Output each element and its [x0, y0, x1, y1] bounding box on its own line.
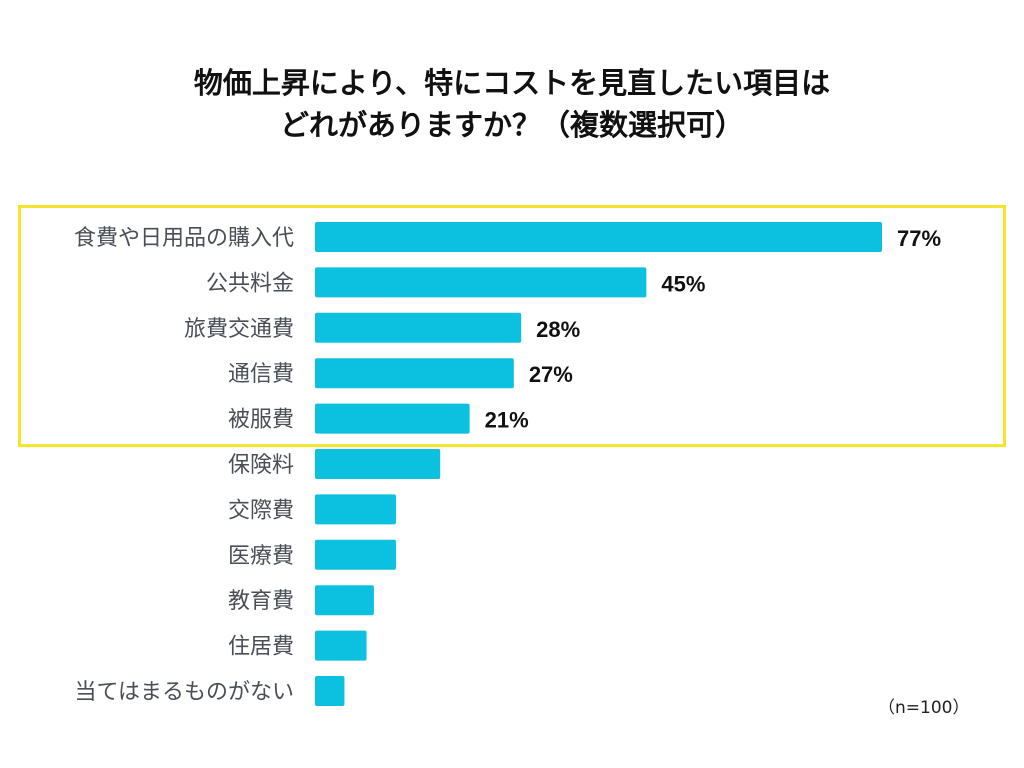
bar [315, 494, 396, 525]
chart-title: 物価上昇により、特にコストを見直したい項目は どれがありますか？（複数選択可） [0, 62, 1024, 146]
category-label: 保険料 [228, 453, 294, 478]
category-label: 被服費 [228, 408, 294, 433]
category-label: 旅費交通費 [184, 317, 294, 342]
bar [315, 449, 441, 479]
chart-title-line-1: 物価上昇により、特にコストを見直したい項目は [193, 66, 831, 100]
data-label: 28% [536, 317, 580, 342]
bar [315, 585, 374, 616]
bar [315, 312, 522, 343]
data-label: 21% [485, 408, 529, 433]
bar [315, 630, 367, 661]
bar [315, 358, 514, 389]
bar [315, 539, 396, 570]
category-label: 食費や日用品の購入代 [74, 226, 294, 251]
bar [315, 403, 470, 434]
bar [315, 222, 882, 252]
bar [315, 267, 647, 298]
data-label: 77% [897, 226, 941, 251]
highlight-box [18, 205, 1006, 448]
category-label: 医療費 [228, 544, 294, 569]
category-label: 通信費 [228, 362, 294, 387]
data-label: 45% [661, 271, 705, 296]
bar [315, 676, 345, 706]
category-label: 公共料金 [206, 271, 294, 296]
sample-size-note: （n=100） [878, 698, 970, 718]
category-label: 教育費 [228, 589, 294, 614]
chart-title-line-2: どれがありますか？（複数選択可） [279, 108, 744, 142]
category-label: 当てはまるものがない [74, 680, 294, 705]
category-label: 住居費 [228, 635, 294, 660]
category-label: 交際費 [228, 498, 294, 523]
data-label: 27% [529, 362, 573, 387]
